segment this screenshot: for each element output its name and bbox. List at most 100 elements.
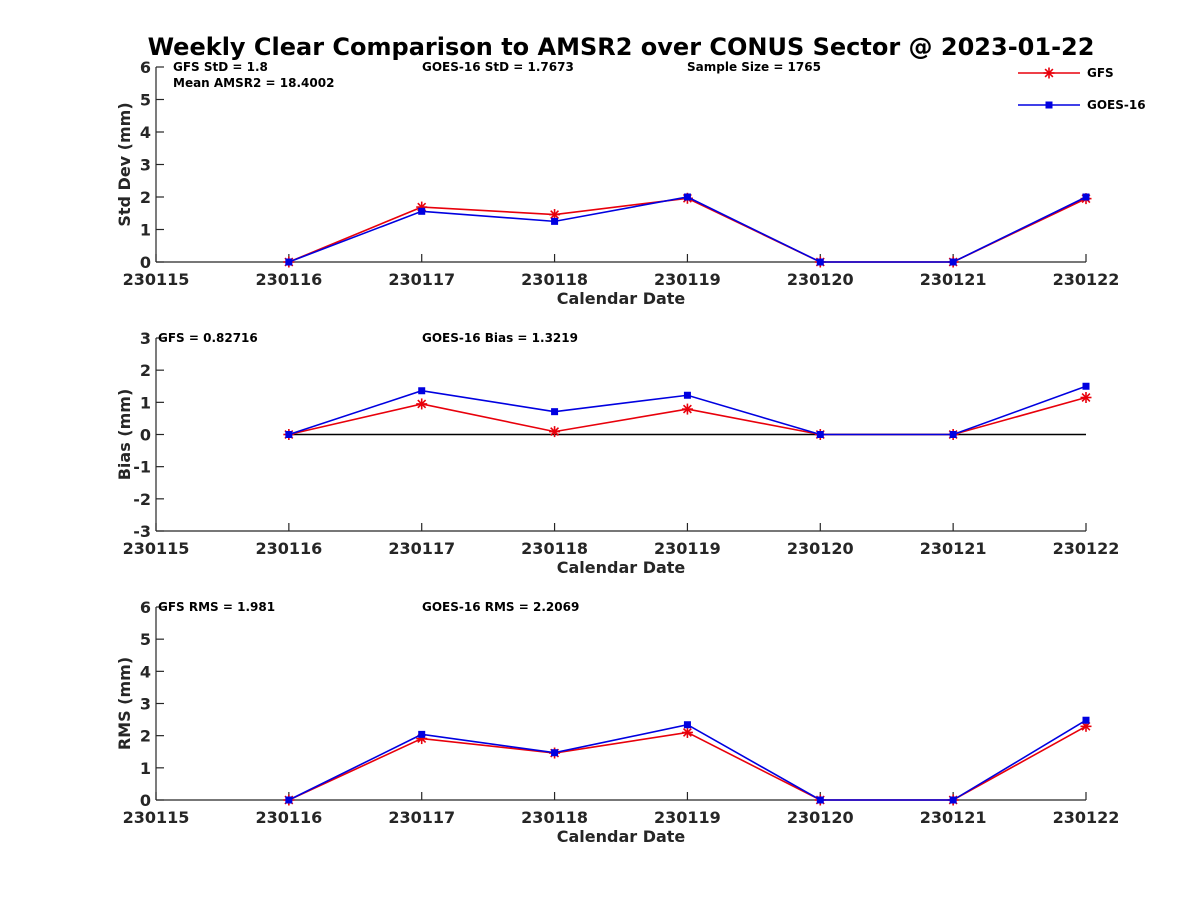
stat-annotation: GOES-16 StD = 1.7673 [422, 60, 574, 74]
y-axis-label: Bias (mm) [115, 389, 134, 481]
x-tick-label: 230122 [1053, 270, 1120, 289]
data-point [949, 258, 957, 266]
x-tick-label: 230118 [521, 539, 588, 558]
data-point [683, 391, 691, 399]
data-point [683, 193, 691, 201]
x-tick-label: 230120 [787, 270, 854, 289]
y-axis-label: Std Dev (mm) [115, 102, 134, 226]
x-tick-label: 230122 [1053, 539, 1120, 558]
data-point [549, 209, 561, 221]
x-tick-label: 230118 [521, 808, 588, 827]
x-tick-label: 230122 [1053, 808, 1120, 827]
y-tick-label: 0 [140, 791, 151, 810]
y-tick-label: 0 [140, 253, 151, 272]
y-tick-label: 6 [140, 598, 151, 617]
series-goes-16 [285, 382, 1090, 438]
data-point [549, 426, 561, 438]
data-point [681, 726, 693, 738]
legend-label: GFS [1087, 66, 1114, 80]
data-point [551, 217, 559, 225]
data-point [949, 431, 957, 438]
y-tick-label: 4 [140, 123, 151, 142]
data-point [418, 207, 426, 215]
x-tick-label: 230120 [787, 808, 854, 827]
data-point [418, 387, 426, 395]
legend-entry-gfs: GFS [1018, 66, 1114, 80]
y-tick-label: 2 [140, 727, 151, 746]
y-tick-label: 2 [140, 188, 151, 207]
data-point [285, 796, 293, 804]
y-tick-label: 4 [140, 662, 151, 681]
stat-annotation: Mean AMSR2 = 18.4002 [173, 76, 334, 90]
data-point [1080, 392, 1092, 404]
y-tick-label: 3 [140, 329, 151, 348]
x-axis-label: Calendar Date [557, 289, 686, 308]
data-point [1082, 382, 1090, 390]
data-point [816, 796, 824, 804]
data-point [949, 796, 957, 804]
y-tick-label: 3 [140, 156, 151, 175]
y-tick-label: 1 [140, 221, 151, 240]
stat-annotation: GOES-16 RMS = 2.2069 [422, 600, 579, 614]
data-point [1082, 193, 1090, 201]
data-point [551, 749, 559, 757]
x-tick-label: 230115 [123, 808, 190, 827]
y-tick-label: 1 [140, 759, 151, 778]
x-tick-label: 230118 [521, 270, 588, 289]
data-point [285, 431, 293, 438]
panel-2: -3 -2 -1 0 1 2 3 230115 230116 230117 230118 230119… [115, 329, 1119, 577]
data-point [681, 403, 693, 415]
data-point [683, 721, 691, 729]
x-tick-label: 230119 [654, 808, 721, 827]
data-point [816, 431, 824, 438]
y-tick-label: 5 [140, 91, 151, 110]
series-goes-16 [285, 716, 1090, 804]
series-line [288, 197, 1087, 263]
y-tick-label: 6 [140, 58, 151, 77]
y-tick-label: 0 [140, 426, 151, 445]
series-goes-16 [285, 193, 1090, 266]
data-point [416, 398, 428, 410]
x-tick-label: 230121 [920, 808, 987, 827]
stat-annotation: GFS RMS = 1.981 [158, 600, 275, 614]
stat-annotation: Sample Size = 1765 [687, 60, 821, 74]
x-tick-label: 230116 [255, 539, 322, 558]
y-tick-label: -1 [133, 458, 151, 477]
y-tick-label: 1 [140, 393, 151, 412]
x-tick-label: 230115 [123, 270, 190, 289]
legend-label: GOES-16 [1087, 98, 1146, 112]
series-gfs [283, 392, 1092, 440]
y-tick-label: 5 [140, 630, 151, 649]
x-tick-label: 230119 [654, 539, 721, 558]
legend-marker [1045, 101, 1053, 109]
x-tick-label: 230121 [920, 270, 987, 289]
stat-annotation: GOES-16 Bias = 1.3219 [422, 331, 578, 345]
y-tick-label: -3 [133, 522, 151, 541]
x-tick-label: 230117 [388, 539, 455, 558]
data-point [816, 258, 824, 266]
x-tick-label: 230117 [388, 808, 455, 827]
panel-3: 0 1 2 3 4 5 6 230115 230116 230117 230118 230119 230… [115, 598, 1119, 846]
data-point [418, 730, 426, 738]
x-axis-label: Calendar Date [557, 827, 686, 846]
x-tick-label: 230117 [388, 270, 455, 289]
legend-entry-goes-16: GOES-16 [1018, 98, 1146, 112]
figure-title: Weekly Clear Comparison to AMSR2 over CO… [148, 33, 1095, 61]
data-point [1082, 716, 1090, 724]
x-axis-label: Calendar Date [557, 558, 686, 577]
x-tick-label: 230119 [654, 270, 721, 289]
legend: GFS GOES-16 [1018, 66, 1146, 112]
x-tick-label: 230120 [787, 539, 854, 558]
x-tick-label: 230121 [920, 539, 987, 558]
series-line [288, 196, 1087, 263]
y-tick-label: 3 [140, 695, 151, 714]
panel-1: 0 1 2 3 4 5 6 230115 230116 230117 230118 230119 230… [115, 58, 1119, 308]
y-axis-label: RMS (mm) [115, 657, 134, 750]
stat-annotation: GFS StD = 1.8 [173, 60, 268, 74]
y-tick-label: -2 [133, 490, 151, 509]
data-point [551, 408, 559, 416]
stat-annotation: GFS = 0.82716 [158, 331, 258, 345]
x-tick-label: 230116 [255, 270, 322, 289]
